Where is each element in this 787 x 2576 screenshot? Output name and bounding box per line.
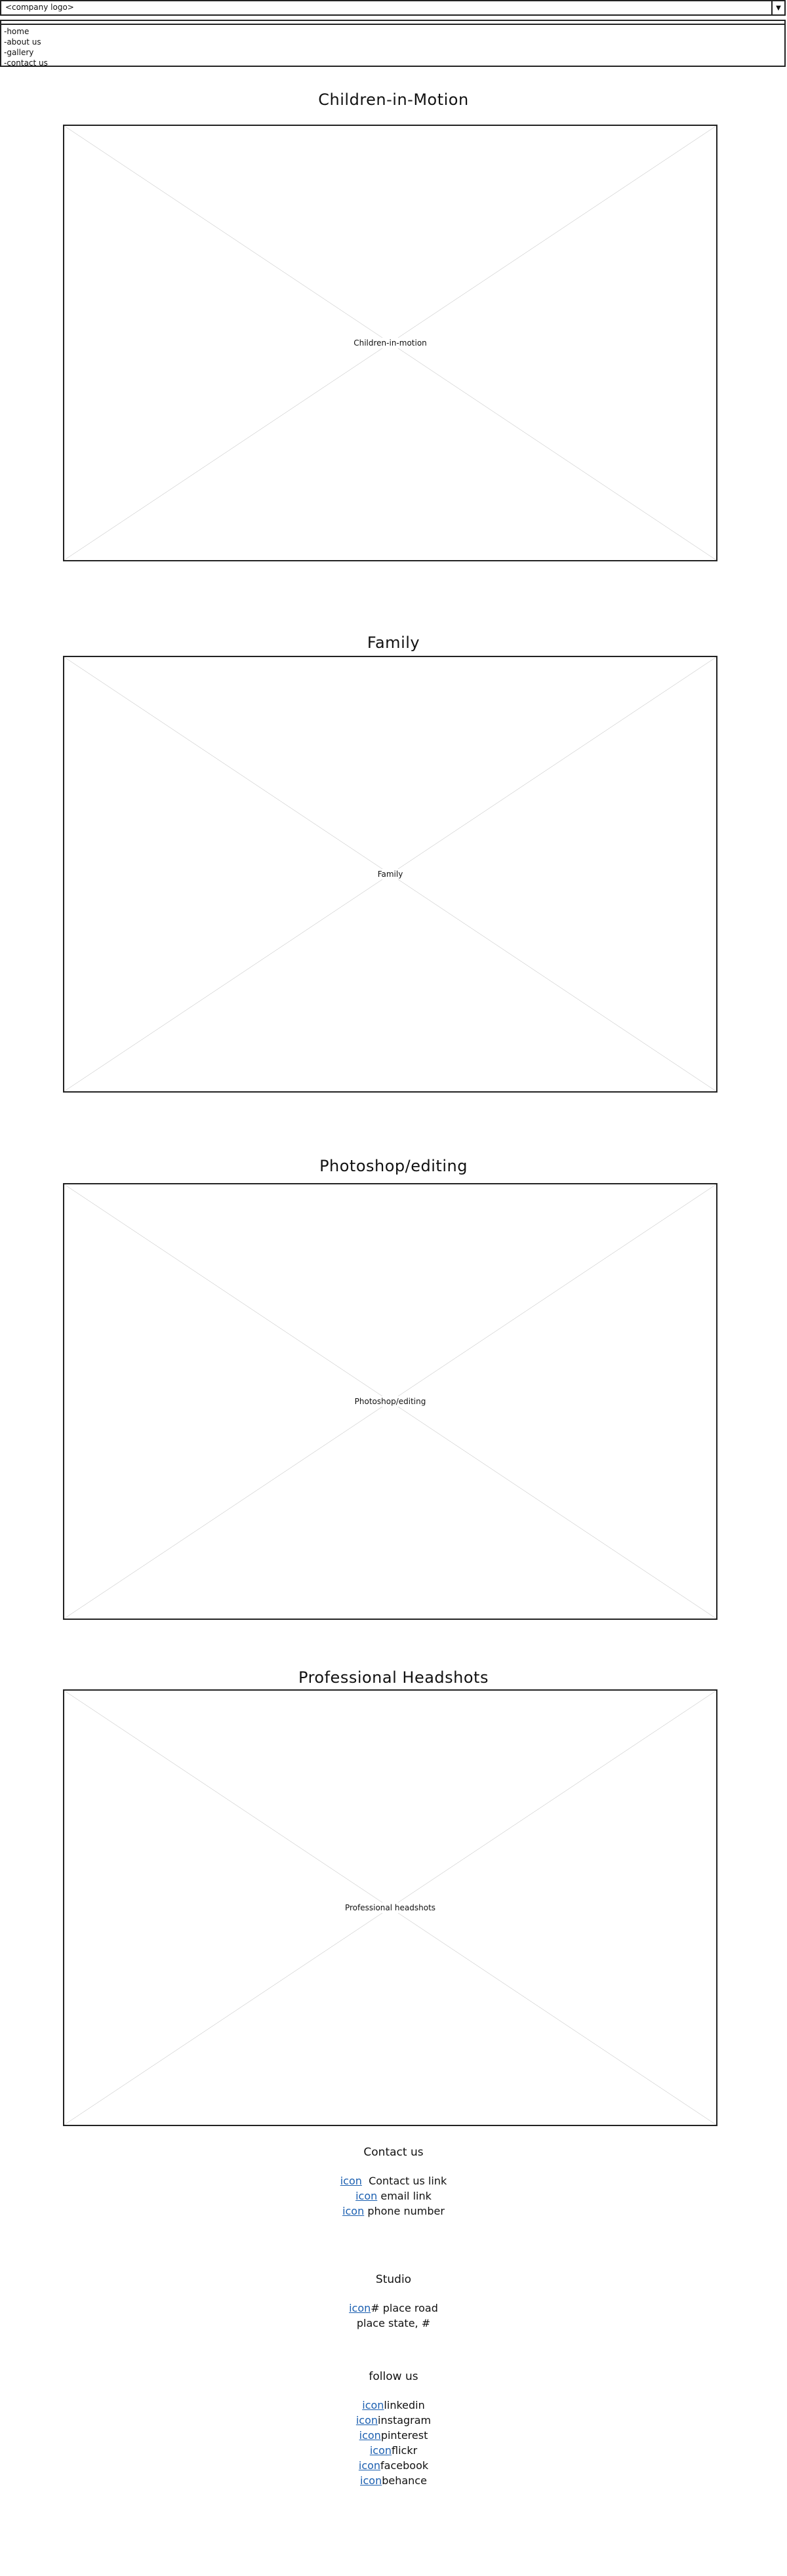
image-label: Photoshop/editing [351,1396,430,1407]
email-link[interactable]: email link [377,2190,432,2202]
social-row-facebook: iconfacebook [0,2458,787,2473]
image-label: Professional headshots [341,1902,439,1913]
caret-down-icon: ▼ [776,4,781,12]
top-bar: <company logo> ▼ [0,0,786,16]
image-label: Children-in-motion [350,338,430,348]
nav-menu-list: -home -about us -gallery -contact us [1,24,784,68]
flickr-icon[interactable]: icon [369,2444,392,2457]
social-label: instagram [378,2414,432,2426]
instagram-icon[interactable]: icon [355,2414,378,2426]
facebook-icon[interactable]: icon [358,2459,381,2472]
nav-item-contact-us[interactable]: -contact us [4,58,48,68]
contact-us-link[interactable]: Contact us link [361,2175,447,2187]
social-row-pinterest: iconpinterest [0,2428,787,2443]
image-placeholder-family[interactable]: Family [63,656,717,1093]
linkedin-icon[interactable]: icon [362,2399,384,2411]
image-placeholder-children-in-motion[interactable]: Children-in-motion [63,125,717,561]
image-placeholder-photoshop-editing[interactable]: Photoshop/editing [63,1183,717,1620]
nav-item-gallery[interactable]: -gallery [4,48,34,57]
section-title-children-in-motion: Children-in-Motion [318,91,469,109]
social-label: flickr [392,2444,418,2457]
email-icon[interactable]: icon [355,2190,378,2202]
social-label: linkedin [384,2399,425,2411]
contact-row: icon email link [0,2188,787,2204]
studio-section: Studio icon# place road place state, # [0,2273,787,2331]
social-row-behance: iconbehance [0,2473,787,2488]
nav-menu: -home -about us -gallery -contact us [0,20,786,68]
contact-row: icon phone number [0,2204,787,2219]
menu-dropdown-button[interactable]: ▼ [771,1,784,14]
company-logo[interactable]: <company logo> [5,3,74,12]
studio-heading: Studio [375,2273,412,2286]
contact-section: Contact us icon Contact us link icon ema… [0,2146,787,2219]
contact-icon[interactable]: icon [340,2175,362,2187]
contact-row: icon Contact us link [0,2173,787,2188]
studio-address-street: # place road [371,2302,438,2314]
location-icon[interactable]: icon [349,2302,371,2314]
section-title-photoshop-editing: Photoshop/editing [319,1157,468,1175]
social-label: behance [382,2474,427,2487]
social-label: facebook [380,2459,429,2472]
image-placeholder-professional-headshots[interactable]: Professional headshots [63,1689,717,2126]
section-title-family: Family [367,634,420,652]
behance-icon[interactable]: icon [360,2474,382,2487]
studio-address-line-1: icon# place road [0,2301,787,2316]
image-label: Family [374,869,407,879]
follow-section: follow us iconlinkedin iconinstagram ico… [0,2370,787,2488]
social-label: pinterest [380,2429,428,2442]
social-row-flickr: iconflickr [0,2443,787,2458]
nav-item-about-us[interactable]: -about us [4,37,41,47]
phone-number: phone number [364,2205,445,2217]
section-title-professional-headshots: Professional Headshots [298,1668,489,1687]
nav-item-home[interactable]: -home [4,27,30,36]
social-row-instagram: iconinstagram [0,2413,787,2428]
social-row-linkedin: iconlinkedin [0,2398,787,2413]
phone-icon[interactable]: icon [342,2205,365,2217]
follow-heading: follow us [369,2370,418,2383]
pinterest-icon[interactable]: icon [359,2429,381,2442]
contact-heading: Contact us [363,2146,424,2159]
studio-address-line-2: place state, # [356,2317,431,2329]
